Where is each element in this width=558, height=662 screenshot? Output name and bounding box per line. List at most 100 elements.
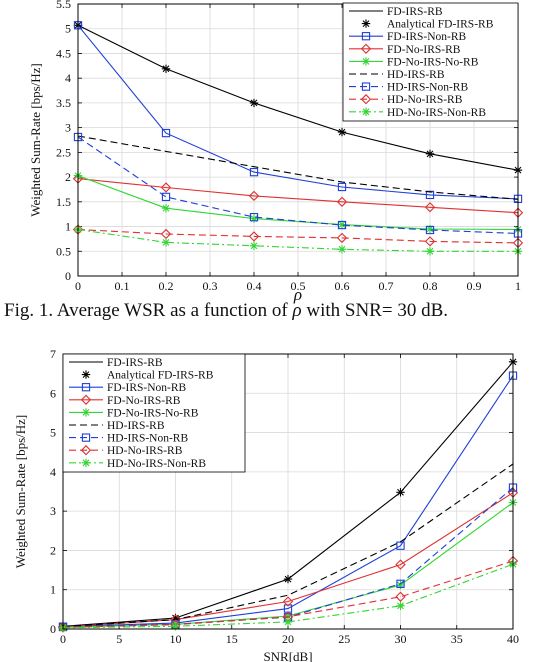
data-point [337, 220, 347, 230]
legend-marker [360, 94, 372, 105]
legend-entry: HD-No-IRS-Non-RB [349, 107, 486, 119]
legend-marker [80, 445, 92, 456]
legend-label: HD-IRS-RB [107, 420, 165, 432]
x-tick-label: 0.1 [115, 279, 130, 293]
legend-marker [361, 19, 371, 28]
legend-marker [360, 43, 372, 54]
y-tick-label: 3 [65, 121, 71, 135]
data-point [161, 64, 171, 73]
legend-entry: Analytical FD-IRS-RB [81, 370, 214, 382]
x-tick-label: 30 [395, 632, 407, 646]
x-tick-label: 10 [170, 632, 182, 646]
y-tick-label: 3 [50, 504, 56, 518]
data-point [249, 167, 259, 177]
legend-label: FD-No-IRS-RB [387, 44, 461, 56]
legend-label: FD-IRS-RB [107, 357, 163, 369]
series-line [77, 135, 519, 200]
legend-entry: HD-No-IRS-Non-RB [69, 458, 206, 470]
y-tick-label: 0.5 [56, 244, 71, 258]
legend-label: HD-IRS-Non-RB [107, 433, 188, 445]
legend-label: HD-No-IRS-RB [387, 94, 463, 106]
legend-entry: HD-IRS-RB [69, 420, 165, 432]
data-point [161, 204, 171, 213]
x-axis-label: SNR[dB] [263, 649, 312, 662]
series-line [62, 463, 514, 628]
y-tick-label: 2 [50, 543, 56, 557]
y-tick-label: 2 [65, 170, 71, 184]
y-axis-label: Weighted Sum-Rate [bps/Hz] [28, 63, 43, 216]
legend-marker [80, 394, 92, 405]
data-point [396, 601, 405, 611]
y-tick-label: 1 [65, 220, 71, 234]
data-point [282, 596, 294, 607]
y-tick-label: 3.5 [56, 96, 71, 110]
data-point [337, 182, 347, 192]
y-tick-label: 1.5 [56, 195, 71, 209]
legend-marker [81, 433, 91, 442]
legend-entry: FD-IRS-Non-RB [349, 31, 467, 43]
series-line [77, 136, 519, 235]
series-line [77, 24, 519, 171]
data-point [395, 559, 406, 570]
data-point [337, 220, 347, 229]
data-point [425, 247, 435, 256]
data-point [248, 231, 260, 242]
legend-marker [81, 408, 91, 417]
legend-marker [361, 82, 371, 91]
series-line [62, 492, 514, 628]
data-point [336, 196, 348, 207]
legend-entry: FD-No-IRS-RB [69, 394, 181, 407]
data-point [283, 611, 293, 621]
data-point [283, 574, 293, 584]
data-point [171, 613, 180, 623]
series-hd-no-irs-rb [72, 224, 524, 249]
series-line [77, 24, 519, 200]
axes-box [62, 353, 514, 630]
legend-entry: Analytical FD-IRS-RB [361, 19, 494, 31]
legend-box [62, 353, 246, 473]
series-hd-irs-rb [77, 135, 519, 200]
legend-entry: FD-IRS-RB [69, 357, 163, 369]
legend-label: HD-IRS-Non-RB [387, 82, 468, 94]
caption-suffix: with SNR= 30 dB. [301, 300, 448, 321]
data-point [161, 128, 171, 138]
data-point [425, 149, 435, 159]
x-tick-label: 0.4 [247, 279, 262, 293]
data-point [425, 190, 435, 200]
y-tick-label: 5.5 [56, 0, 71, 11]
x-tick-label: 0.6 [335, 279, 350, 293]
data-point [249, 214, 259, 223]
x-tick-label: 0.2 [159, 279, 174, 293]
series-hd-irs-rb [62, 463, 514, 628]
series-line [62, 375, 514, 628]
series-line [77, 178, 519, 214]
legend-label: HD-No-IRS-Non-RB [107, 458, 206, 470]
data-point [336, 232, 348, 244]
x-tick-label: 40 [507, 632, 519, 646]
y-tick-label: 5 [50, 426, 56, 440]
legend-entry: FD-No-IRS-RB [349, 43, 461, 56]
legend-label: FD-No-IRS-No-RB [387, 56, 479, 68]
y-tick-label: 4 [65, 71, 71, 85]
y-tick-label: 0 [50, 622, 56, 636]
y-tick-label: 7 [50, 347, 56, 361]
legend-marker [361, 107, 371, 116]
data-point [424, 236, 436, 247]
data-point [425, 225, 435, 235]
y-tick-label: 6 [50, 386, 56, 400]
data-point [160, 182, 172, 193]
legend-entry: HD-IRS-RB [349, 69, 445, 81]
data-point [249, 212, 259, 222]
data-point [424, 202, 436, 213]
x-tick-label: 0.8 [423, 279, 438, 293]
caption-prefix: Fig. 1. Average WSR as a function of [4, 300, 293, 321]
x-tick-label: 1 [515, 279, 521, 293]
legend-label: HD-No-IRS-Non-RB [387, 107, 486, 119]
x-tick-label: 5 [116, 632, 122, 646]
data-point [249, 241, 259, 251]
legend-label: HD-IRS-RB [387, 69, 445, 81]
legend-marker [81, 383, 91, 392]
